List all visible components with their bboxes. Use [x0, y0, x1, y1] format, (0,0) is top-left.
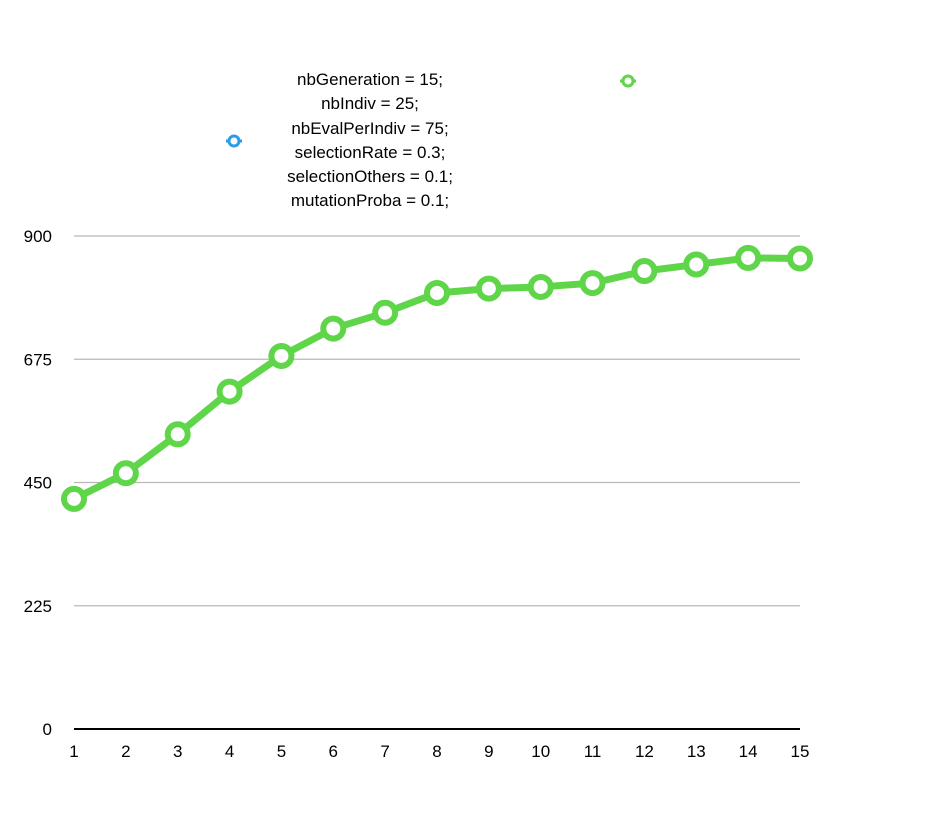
- x-axis-ticks: 1 2 3 4 5 6 7 8 9 10 11 12 13 14 15: [69, 742, 809, 761]
- series-layer: [61, 244, 813, 512]
- legend-line-nb-eval-per-indiv: nbEvalPerIndiv = 75;: [291, 118, 449, 138]
- legend-marker: [227, 134, 241, 148]
- legend-line-nb-indiv: nbIndiv = 25;: [321, 94, 419, 114]
- legend-marker: [621, 74, 635, 88]
- x-tick-label: 12: [635, 742, 654, 761]
- x-tick-label: 7: [380, 742, 389, 761]
- data-point: [112, 460, 139, 487]
- y-tick-label: 450: [24, 474, 52, 493]
- y-tick-label: 0: [43, 720, 52, 739]
- data-point: [61, 485, 87, 512]
- x-tick-label: 13: [687, 742, 706, 761]
- data-point: [424, 279, 450, 306]
- data-point: [787, 245, 813, 272]
- data-point: [268, 342, 295, 369]
- gridlines: [74, 235, 800, 607]
- data-point: [683, 251, 710, 278]
- legend-line-mutation-proba: mutationProba = 0.1;: [290, 191, 450, 211]
- x-tick-label: 14: [739, 742, 758, 761]
- x-tick-label: 1: [69, 742, 78, 761]
- y-axis-ticks: 0 225 450 675 900: [24, 227, 52, 739]
- y-tick-label: 225: [24, 597, 52, 616]
- data-point: [527, 273, 554, 300]
- x-tick-label: 5: [277, 742, 286, 761]
- legend-line-selection-others: selectionOthers = 0.1;: [287, 167, 453, 187]
- x-tick-label: 15: [791, 742, 810, 761]
- x-tick-label: 11: [584, 742, 602, 761]
- data-point: [320, 315, 347, 342]
- data-point: [735, 244, 762, 271]
- data-point: [631, 258, 658, 285]
- data-point: [372, 299, 399, 326]
- data-point: [579, 270, 606, 297]
- x-tick-label: 9: [484, 742, 493, 761]
- y-tick-label: 675: [24, 350, 52, 369]
- x-tick-label: 2: [121, 742, 130, 761]
- x-tick-label: 4: [225, 742, 234, 761]
- x-tick-label: 3: [173, 742, 182, 761]
- legend-text: nbGeneration = 15; nbIndiv = 25; nbEvalP…: [230, 68, 510, 214]
- legend-line-nb-generation: nbGeneration = 15;: [296, 70, 444, 89]
- data-point: [164, 421, 191, 448]
- x-tick-label: 6: [329, 742, 338, 761]
- x-tick-label: 10: [531, 742, 550, 761]
- data-point: [216, 378, 243, 405]
- legend-line-selection-rate: selectionRate = 0.3;: [294, 142, 446, 162]
- y-tick-label: 900: [24, 227, 52, 246]
- legend-markers: [226, 74, 636, 148]
- data-point: [475, 275, 502, 302]
- x-tick-label: 8: [432, 742, 441, 761]
